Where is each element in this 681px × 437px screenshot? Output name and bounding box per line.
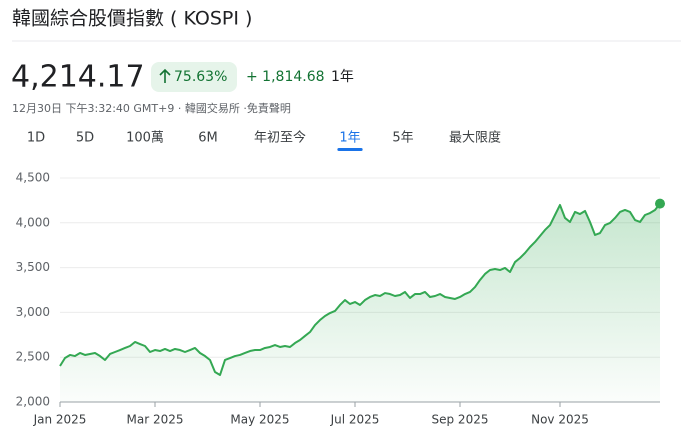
change-percent: 75.63%: [174, 69, 227, 85]
price: 4,214.17: [11, 60, 145, 95]
y-tick-label: 2,000: [16, 395, 50, 409]
y-tick-label: 4,000: [16, 215, 50, 229]
x-tick-label: Jan 2025: [33, 413, 87, 427]
timestamp: 12月30日 下午3:32:40 GMT+9 · 韓國交易所 ·免責聲明: [12, 101, 291, 115]
range-tab[interactable]: 1年: [339, 131, 360, 146]
y-tick-label: 4,500: [16, 171, 50, 185]
range-tab[interactable]: 6M: [198, 131, 218, 146]
x-tick-label: Sep 2025: [432, 413, 489, 427]
range-tab[interactable]: 最大限度: [449, 130, 501, 146]
range-tab[interactable]: 1D: [27, 131, 45, 146]
y-tick-label: 2,500: [16, 350, 50, 364]
x-tick-label: Nov 2025: [531, 413, 589, 427]
page-title: 韓國綜合股價指數 ( KOSPI ): [12, 8, 252, 30]
y-tick-label: 3,500: [16, 260, 50, 274]
range-tab[interactable]: 5年: [392, 131, 413, 146]
x-tick-label: Jul 2025: [330, 413, 380, 427]
price-line: [59, 202, 661, 377]
range-tab[interactable]: 100萬: [126, 131, 164, 146]
change-absolute: + 1,814.68: [246, 69, 325, 85]
range-tab[interactable]: 5D: [76, 131, 94, 146]
selected-tab-indicator: [337, 148, 363, 151]
x-tick-label: May 2025: [230, 413, 289, 427]
range-tabs: 1D 5D 100萬 6M 年初至今 1年 5年 最大限度: [27, 130, 501, 151]
x-tick-label: Mar 2025: [127, 413, 184, 427]
change-period: 1年: [331, 69, 354, 85]
last-point: [655, 198, 665, 209]
up-arrow-icon: [159, 68, 171, 83]
change-badge: [151, 62, 237, 92]
y-tick-label: 3,000: [16, 305, 50, 319]
chart: 2,000 2,500 3,000 3,500 4,000 4,500 Jan 2025 Ma…: [16, 171, 665, 427]
range-tab[interactable]: 年初至今: [254, 130, 306, 146]
area-fill: [60, 203, 660, 402]
